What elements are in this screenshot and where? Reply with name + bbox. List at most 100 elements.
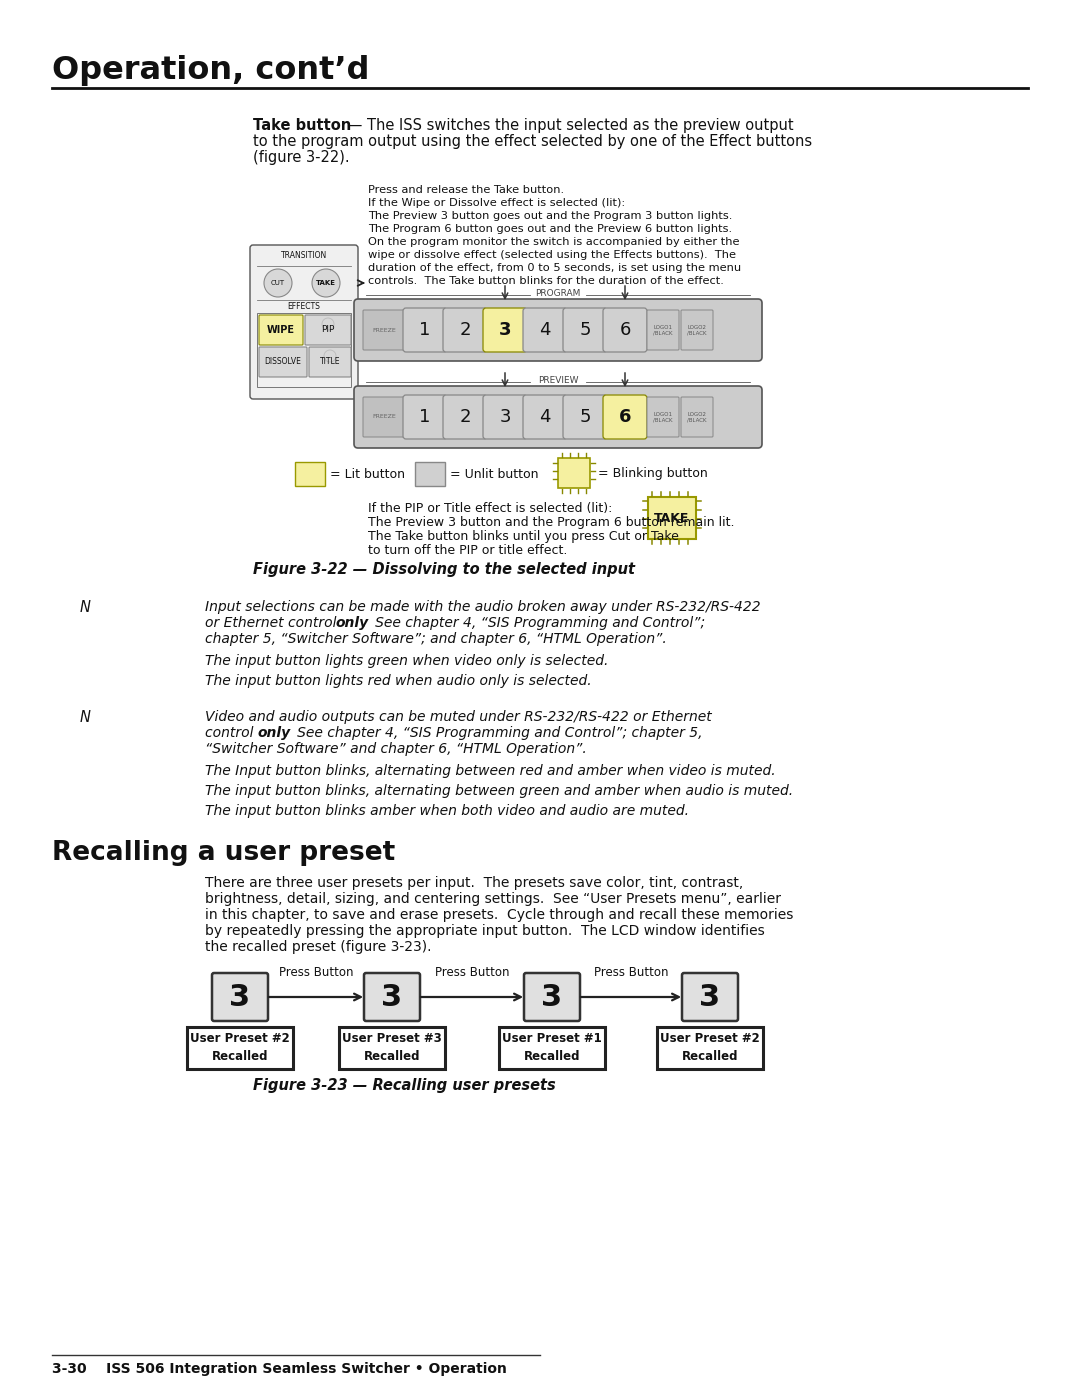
FancyBboxPatch shape bbox=[354, 386, 762, 448]
Text: “Switcher Software” and chapter 6, “HTML Operation”.: “Switcher Software” and chapter 6, “HTML… bbox=[205, 742, 586, 756]
FancyBboxPatch shape bbox=[603, 395, 647, 439]
Text: FREEZE: FREEZE bbox=[373, 415, 396, 419]
Text: (figure 3-22).: (figure 3-22). bbox=[253, 149, 350, 165]
Text: 3: 3 bbox=[541, 982, 563, 1011]
FancyBboxPatch shape bbox=[305, 314, 351, 345]
FancyBboxPatch shape bbox=[647, 310, 679, 351]
FancyBboxPatch shape bbox=[339, 1027, 445, 1069]
Text: 4: 4 bbox=[539, 321, 551, 339]
FancyBboxPatch shape bbox=[483, 307, 527, 352]
Text: controls.  The Take button blinks for the duration of the effect.: controls. The Take button blinks for the… bbox=[368, 277, 724, 286]
Text: TITLE: TITLE bbox=[320, 358, 340, 366]
Text: = Blinking button: = Blinking button bbox=[598, 468, 707, 481]
Text: The Preview 3 button goes out and the Program 3 button lights.: The Preview 3 button goes out and the Pr… bbox=[368, 211, 732, 221]
FancyBboxPatch shape bbox=[483, 395, 527, 439]
Text: FREEZE: FREEZE bbox=[373, 327, 396, 332]
Text: — The ISS switches the input selected as the preview output: — The ISS switches the input selected as… bbox=[343, 117, 794, 133]
FancyBboxPatch shape bbox=[443, 307, 487, 352]
FancyBboxPatch shape bbox=[259, 314, 303, 345]
Text: The input button lights red when audio only is selected.: The input button lights red when audio o… bbox=[205, 673, 592, 687]
Text: N: N bbox=[80, 599, 91, 615]
Text: DISSOLVE: DISSOLVE bbox=[265, 358, 301, 366]
Text: by repeatedly pressing the appropriate input button.  The LCD window identifies: by repeatedly pressing the appropriate i… bbox=[205, 923, 765, 937]
FancyBboxPatch shape bbox=[309, 346, 351, 377]
Text: duration of the effect, from 0 to 5 seconds, is set using the menu: duration of the effect, from 0 to 5 seco… bbox=[368, 263, 741, 272]
Text: 5: 5 bbox=[579, 408, 591, 426]
Text: The Preview 3 button and the Program 6 button remain lit.: The Preview 3 button and the Program 6 b… bbox=[368, 515, 734, 529]
Text: 3-30    ISS 506 Integration Seamless Switcher • Operation: 3-30 ISS 506 Integration Seamless Switch… bbox=[52, 1362, 507, 1376]
Text: = Unlit button: = Unlit button bbox=[450, 468, 539, 481]
Text: PIP: PIP bbox=[322, 326, 335, 334]
FancyBboxPatch shape bbox=[415, 462, 445, 486]
Text: LOGO2
/BLACK: LOGO2 /BLACK bbox=[687, 324, 706, 335]
FancyBboxPatch shape bbox=[681, 972, 738, 1021]
FancyBboxPatch shape bbox=[363, 397, 405, 437]
Text: CUT: CUT bbox=[271, 279, 285, 286]
Text: Press Button: Press Button bbox=[435, 965, 510, 979]
Text: 1: 1 bbox=[419, 321, 431, 339]
Text: only: only bbox=[336, 616, 369, 630]
FancyBboxPatch shape bbox=[363, 310, 405, 351]
Text: WIPE: WIPE bbox=[267, 326, 295, 335]
Text: User Preset #3
Recalled: User Preset #3 Recalled bbox=[342, 1032, 442, 1063]
Text: The Program 6 button goes out and the Preview 6 button lights.: The Program 6 button goes out and the Pr… bbox=[368, 224, 732, 235]
Text: 6: 6 bbox=[619, 408, 631, 426]
Text: On the program monitor the switch is accompanied by either the: On the program monitor the switch is acc… bbox=[368, 237, 740, 247]
Text: Input selections can be made with the audio broken away under RS-232/RS-422: Input selections can be made with the au… bbox=[205, 599, 760, 615]
FancyBboxPatch shape bbox=[648, 497, 696, 539]
FancyBboxPatch shape bbox=[187, 1027, 293, 1069]
Text: User Preset #2
Recalled: User Preset #2 Recalled bbox=[660, 1032, 760, 1063]
FancyBboxPatch shape bbox=[364, 972, 420, 1021]
Text: to the program output using the effect selected by one of the Effect buttons: to the program output using the effect s… bbox=[253, 134, 812, 149]
Text: The Take button blinks until you press Cut or Take: The Take button blinks until you press C… bbox=[368, 529, 679, 543]
Text: TAKE: TAKE bbox=[316, 279, 336, 286]
FancyBboxPatch shape bbox=[523, 307, 567, 352]
Text: 2: 2 bbox=[459, 408, 471, 426]
Text: Take button: Take button bbox=[253, 117, 351, 133]
FancyBboxPatch shape bbox=[563, 307, 607, 352]
FancyBboxPatch shape bbox=[249, 244, 357, 400]
Text: TRANSITION: TRANSITION bbox=[281, 251, 327, 260]
FancyBboxPatch shape bbox=[647, 397, 679, 437]
Text: If the PIP or Title effect is selected (lit):: If the PIP or Title effect is selected (… bbox=[368, 502, 612, 515]
Text: N: N bbox=[80, 710, 91, 725]
Text: 5: 5 bbox=[579, 321, 591, 339]
Text: 3: 3 bbox=[700, 982, 720, 1011]
FancyBboxPatch shape bbox=[681, 310, 713, 351]
Text: chapter 5, “Switcher Software”; and chapter 6, “HTML Operation”.: chapter 5, “Switcher Software”; and chap… bbox=[205, 631, 666, 645]
Text: LOGO1
/BLACK: LOGO1 /BLACK bbox=[653, 324, 673, 335]
Text: 3: 3 bbox=[499, 321, 511, 339]
Text: 3: 3 bbox=[499, 408, 511, 426]
FancyBboxPatch shape bbox=[524, 972, 580, 1021]
Text: There are three user presets per input.  The presets save color, tint, contrast,: There are three user presets per input. … bbox=[205, 876, 743, 890]
Text: in this chapter, to save and erase presets.  Cycle through and recall these memo: in this chapter, to save and erase prese… bbox=[205, 908, 794, 922]
Text: User Preset #2
Recalled: User Preset #2 Recalled bbox=[190, 1032, 289, 1063]
Text: TAKE: TAKE bbox=[654, 511, 690, 524]
Text: = Lit button: = Lit button bbox=[330, 468, 405, 481]
FancyBboxPatch shape bbox=[259, 346, 307, 377]
FancyBboxPatch shape bbox=[681, 397, 713, 437]
Text: User Preset #1
Recalled: User Preset #1 Recalled bbox=[502, 1032, 602, 1063]
Text: The input button blinks amber when both video and audio are muted.: The input button blinks amber when both … bbox=[205, 805, 689, 819]
Text: .  See chapter 4, “SIS Programming and Control”;: . See chapter 4, “SIS Programming and Co… bbox=[362, 616, 705, 630]
Text: EFFECTS: EFFECTS bbox=[287, 302, 321, 312]
FancyBboxPatch shape bbox=[558, 458, 590, 488]
FancyBboxPatch shape bbox=[295, 462, 325, 486]
Text: only: only bbox=[257, 726, 291, 740]
FancyBboxPatch shape bbox=[403, 307, 447, 352]
Text: The input button lights green when video only is selected.: The input button lights green when video… bbox=[205, 654, 608, 668]
Text: LOGO2
/BLACK: LOGO2 /BLACK bbox=[687, 412, 706, 422]
Text: 3: 3 bbox=[229, 982, 251, 1011]
Text: Video and audio outputs can be muted under RS-232/RS-422 or Ethernet: Video and audio outputs can be muted und… bbox=[205, 710, 712, 724]
Text: PREVIEW: PREVIEW bbox=[538, 376, 578, 386]
Circle shape bbox=[312, 270, 340, 298]
Circle shape bbox=[264, 270, 292, 298]
Text: Operation, cont’d: Operation, cont’d bbox=[52, 54, 369, 87]
Text: Press and release the Take button.: Press and release the Take button. bbox=[368, 184, 564, 196]
Text: Figure 3-23 — Recalling user presets: Figure 3-23 — Recalling user presets bbox=[253, 1078, 556, 1092]
Text: to turn off the PIP or title effect.: to turn off the PIP or title effect. bbox=[368, 543, 567, 557]
Text: .  See chapter 4, “SIS Programming and Control”; chapter 5,: . See chapter 4, “SIS Programming and Co… bbox=[284, 726, 702, 740]
Text: control: control bbox=[205, 726, 258, 740]
Text: Press Button: Press Button bbox=[279, 965, 353, 979]
FancyBboxPatch shape bbox=[212, 972, 268, 1021]
